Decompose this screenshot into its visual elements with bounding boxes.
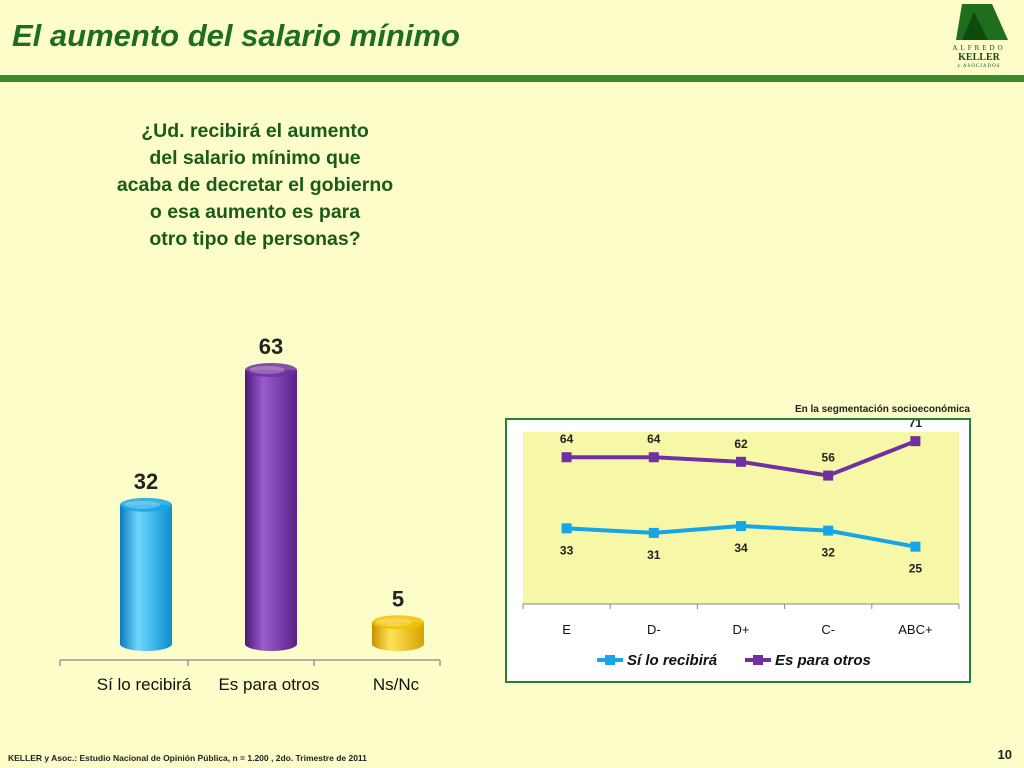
- data-point: [910, 436, 921, 447]
- page-title: El aumento del salario mínimo: [12, 18, 460, 53]
- bar: [245, 363, 297, 651]
- bar-body: [372, 622, 424, 651]
- bar-highlight: [249, 366, 285, 374]
- data-point: [648, 527, 659, 538]
- data-label: 64: [560, 432, 574, 446]
- bar-top: [372, 615, 424, 630]
- data-label: 71: [909, 420, 923, 430]
- question-line: ¿Ud. recibirá el aumento: [141, 120, 369, 142]
- bar-category-label: Ns/Nc: [373, 675, 420, 694]
- data-label: 32: [822, 546, 836, 560]
- legend-item: Sí lo recibirá: [597, 652, 717, 669]
- bar-highlight: [376, 618, 412, 627]
- header-rule: [0, 75, 1024, 82]
- logo-line2: KELLER: [958, 52, 1000, 63]
- data-label: 56: [822, 451, 836, 465]
- logo-line1: ALFREDO: [952, 44, 1006, 52]
- logo-icon: [956, 4, 1008, 40]
- segment-caption: En la segmentación socioeconómica: [794, 404, 970, 415]
- x-tick-label: ABC+: [898, 622, 932, 637]
- data-point: [823, 470, 834, 481]
- page-number: 10: [997, 747, 1012, 762]
- data-label: 64: [647, 432, 661, 446]
- question-line: o esa aumento es para: [149, 201, 361, 223]
- bar-category-label: Es para otros: [218, 675, 319, 694]
- legend-label: Es para otros: [775, 652, 871, 669]
- data-label: 33: [560, 543, 574, 557]
- bar-value-label: 32: [134, 469, 158, 494]
- data-point: [910, 541, 921, 552]
- x-tick-label: D+: [733, 622, 750, 637]
- x-tick-label: D-: [647, 622, 661, 637]
- footer-source: KELLER y Asoc.: Estudio Nacional de Opin…: [8, 753, 367, 763]
- data-point: [648, 452, 659, 463]
- question-line: acaba de decretar el gobierno: [116, 174, 394, 196]
- x-tick-label: E: [562, 622, 571, 637]
- bar-top: [245, 363, 297, 377]
- line-chart: E D- D+ C- ABC+ 33 31 34 32 25 64 64 62 56 71 Sí lo rec…: [522, 420, 960, 669]
- question-line: del salario mínimo que: [149, 147, 361, 169]
- data-label: 62: [734, 437, 748, 451]
- logo-line3: y ASOCIADOS: [957, 64, 1001, 69]
- data-label: 25: [909, 562, 923, 576]
- bar-top: [120, 497, 172, 512]
- legend-swatch-marker: [605, 655, 615, 665]
- bar-category-label: Sí lo recibirá: [97, 675, 192, 694]
- bar-value-label: 63: [259, 334, 283, 359]
- legend-item: Es para otros: [745, 652, 871, 669]
- legend-label: Sí lo recibirá: [627, 652, 717, 669]
- bar-chart: 32 Sí lo recibirá 63 Es para otros 5 Ns/Nc: [59, 334, 441, 694]
- legend-swatch-marker: [753, 655, 763, 665]
- data-point: [823, 525, 834, 536]
- data-point: [561, 523, 572, 534]
- data-label: 34: [734, 541, 748, 555]
- bar-highlight: [124, 500, 160, 509]
- bar: [120, 497, 172, 651]
- bar-value-label: 5: [392, 586, 404, 611]
- bar-body: [245, 370, 297, 651]
- x-tick-label: C-: [821, 622, 835, 637]
- data-point: [736, 456, 746, 467]
- data-point: [561, 452, 572, 463]
- data-point: [736, 521, 746, 532]
- bar-body: [120, 504, 172, 651]
- question-line: otro tipo de personas?: [149, 228, 361, 250]
- line-chart-panel: E D- D+ C- ABC+ 33 31 34 32 25 64 64 62 56 71 Sí lo rec…: [505, 418, 971, 683]
- survey-question: ¿Ud. recibirá el aumento del salario mín…: [60, 118, 450, 253]
- data-label: 31: [647, 548, 661, 562]
- bar: [372, 615, 424, 651]
